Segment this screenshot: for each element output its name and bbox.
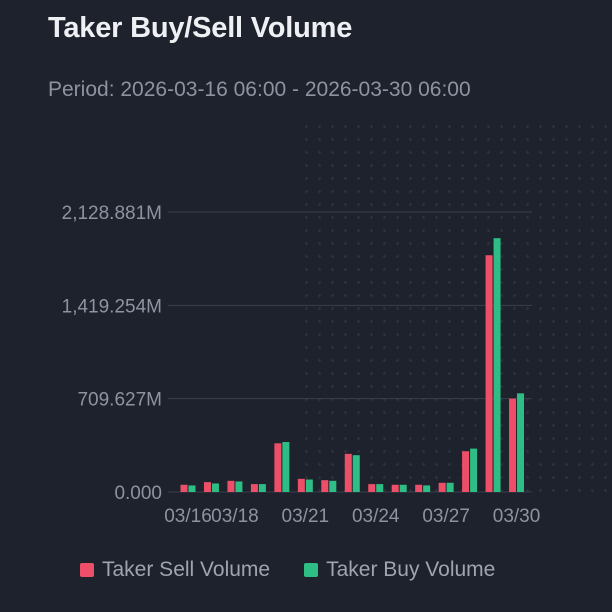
legend-item-buy[interactable]: Taker Buy Volume xyxy=(304,558,495,582)
bar-sell xyxy=(368,484,376,492)
bar-buy xyxy=(446,482,454,492)
legend-swatch-sell xyxy=(80,563,94,577)
legend-label-sell: Taker Sell Volume xyxy=(102,558,271,581)
bar-buy xyxy=(211,483,219,492)
bar-buy xyxy=(258,484,266,492)
bar-sell xyxy=(274,443,282,492)
bar-buy xyxy=(235,481,243,492)
x-tick-label: 03/18 xyxy=(211,506,259,527)
bar-buy xyxy=(493,238,501,492)
bar-sell xyxy=(462,451,470,492)
bar-buy xyxy=(329,480,337,492)
bar-sell xyxy=(297,478,305,492)
bar-sell xyxy=(509,398,517,492)
bar-sell xyxy=(438,482,446,492)
bar-sell xyxy=(203,482,211,492)
y-tick-label: 709.627M xyxy=(77,390,162,411)
bar-buy xyxy=(423,485,431,492)
bar-buy xyxy=(188,485,196,492)
bar-sell xyxy=(344,453,352,492)
bar-sell xyxy=(180,484,188,492)
chart-title: Taker Buy/Sell Volume xyxy=(48,12,353,44)
bar-sell xyxy=(227,480,235,492)
bar-sell xyxy=(250,484,258,492)
legend-swatch-buy xyxy=(304,563,319,577)
y-tick-label: 0.000 xyxy=(114,483,162,504)
bar-sell xyxy=(415,484,423,492)
y-tick-label: 2,128.881M xyxy=(62,203,162,224)
bar-buy xyxy=(305,479,313,492)
bar-buy xyxy=(517,393,525,492)
bar-buy xyxy=(470,448,478,492)
bar-buy xyxy=(282,442,290,492)
bar-buy xyxy=(376,484,384,492)
bar-sell xyxy=(321,480,329,492)
bar-buy xyxy=(352,455,360,492)
legend-item-sell[interactable]: Taker Sell Volume xyxy=(80,558,270,582)
x-tick-label: 03/16 xyxy=(164,506,212,527)
y-tick-label: 1,419.254M xyxy=(62,296,162,317)
bar-buy xyxy=(399,484,407,492)
bar-sell xyxy=(391,484,399,492)
legend-label-buy: Taker Buy Volume xyxy=(326,558,496,581)
period-label: Period: 2026-03-16 06:00 - 2026-03-30 06… xyxy=(48,78,471,101)
x-tick-label: 03/27 xyxy=(422,506,470,527)
x-tick-label: 03/30 xyxy=(493,506,541,527)
chart-legend: Taker Sell Volume Taker Buy Volume xyxy=(80,558,495,582)
bar-sell xyxy=(485,255,493,492)
x-tick-label: 03/24 xyxy=(352,506,400,527)
x-tick-label: 03/21 xyxy=(282,506,330,527)
